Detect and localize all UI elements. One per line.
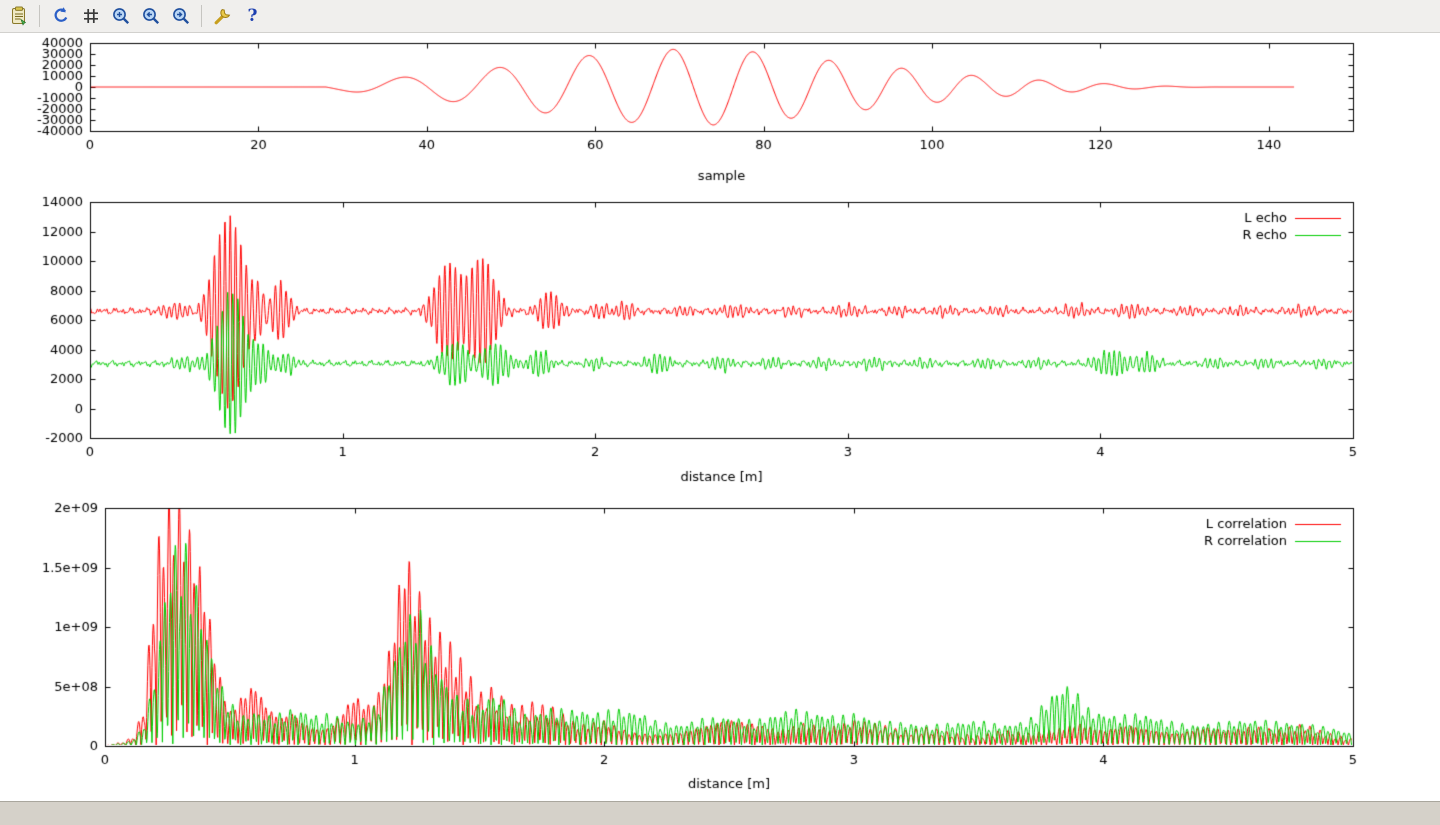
help-icon: ?	[247, 5, 258, 26]
zoom-previous-button[interactable]	[137, 3, 164, 30]
copy-clipboard-button[interactable]	[5, 3, 32, 30]
configure-button[interactable]	[209, 3, 236, 30]
configure-icon	[214, 9, 230, 25]
zoom-in-icon	[112, 8, 129, 25]
toolbar-separator	[201, 5, 202, 27]
help-button[interactable]: ?	[239, 3, 266, 30]
replot-icon	[54, 7, 67, 22]
zoom-previous-icon	[142, 8, 159, 25]
grid-button[interactable]	[77, 3, 104, 30]
grid-icon	[83, 9, 98, 23]
toolbar: ?	[0, 0, 1440, 33]
zoom-next-button[interactable]	[167, 3, 194, 30]
plots-canvas[interactable]	[0, 33, 1440, 801]
zoom-in-button[interactable]	[107, 3, 134, 30]
replot-button[interactable]	[47, 3, 74, 30]
zoom-next-icon	[172, 8, 189, 25]
copy-clipboard-icon	[11, 6, 26, 26]
toolbar-separator	[39, 5, 40, 27]
status-bar	[0, 801, 1440, 825]
